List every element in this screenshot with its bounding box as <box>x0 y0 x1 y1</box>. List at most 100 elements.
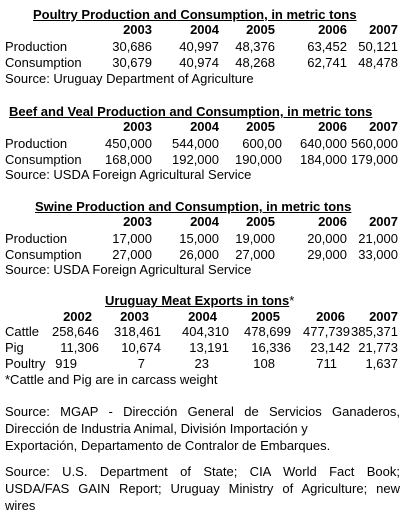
table-cell: 544,000 <box>172 136 219 151</box>
table-cell: 29,000 <box>307 247 347 262</box>
exports-title-text: Uruguay Meat Exports in tons <box>105 293 290 308</box>
table-cell: 17,000 <box>112 231 152 246</box>
table-cell: 26,000 <box>179 247 219 262</box>
year-header: 2004 <box>190 22 219 37</box>
row-label: Production <box>5 39 68 54</box>
beef-header-row: 2003 2004 2005 2006 2007 <box>0 120 405 134</box>
table-cell: 450,000 <box>105 136 152 151</box>
table-row: Pig 11,306 10,674 13,191 16,336 23,142 2… <box>0 341 405 355</box>
table-cell: 168,000 <box>105 152 152 167</box>
year-header: 2007 <box>369 22 398 37</box>
table-cell: 27,000 <box>112 247 152 262</box>
table-cell: 10,674 <box>121 340 161 355</box>
source-state-paragraph: Source: U.S. Department of State; CIA Wo… <box>5 463 400 514</box>
source-line: Source: U.S. Department of State; CIA Wo… <box>5 464 400 479</box>
row-label: Poultry <box>5 356 46 371</box>
source-line: USDA/FAS GAIN Report; Uruguay Ministry o… <box>5 481 400 496</box>
year-header: 2003 <box>123 119 152 134</box>
row-label: Cattle <box>5 324 39 339</box>
row-label: Consumption <box>5 152 82 167</box>
table-row: Consumption 27,000 26,000 27,000 29,000 … <box>0 248 405 262</box>
table-cell: 640,000 <box>300 136 347 151</box>
swine-header-row: 2003 2004 2005 2006 2007 <box>0 215 405 229</box>
table-cell: 477,739 <box>303 324 350 339</box>
table-cell: 179,000 <box>351 152 398 167</box>
table-cell: 48,376 <box>235 39 275 54</box>
year-header: 2004 <box>188 309 217 324</box>
year-header: 2006 <box>318 119 347 134</box>
table-row: Production 17,000 15,000 19,000 20,000 2… <box>0 232 405 246</box>
table-footnote: *Cattle and Pig are in carcass weight <box>5 372 218 387</box>
year-header: 2006 <box>316 309 345 324</box>
table-cell: 318,461 <box>114 324 161 339</box>
table-cell: 48,478 <box>358 55 398 70</box>
year-header: 2005 <box>246 119 275 134</box>
table-cell: 23,142 <box>310 340 350 355</box>
table-cell: 63,452 <box>307 39 347 54</box>
table-row: Consumption 168,000 192,000 190,000 184,… <box>0 153 405 167</box>
table-cell: 478,699 <box>244 324 291 339</box>
source-line: wires <box>5 498 36 513</box>
poultry-header-row: 2003 2004 2005 2006 2007 <box>0 23 405 37</box>
table-cell: 1,637 <box>365 356 398 371</box>
year-header: 2007 <box>369 119 398 134</box>
year-header: 2004 <box>190 119 219 134</box>
table-cell: 16,336 <box>251 340 291 355</box>
table-row: Consumption 30,679 40,974 48,268 62,741 … <box>0 56 405 70</box>
table-cell: 33,000 <box>358 247 398 262</box>
year-header: 2003 <box>123 214 152 229</box>
year-header: 2005 <box>246 214 275 229</box>
table-cell: 258,646 <box>52 324 99 339</box>
row-label: Production <box>5 231 68 246</box>
table-cell: 560,000 <box>351 136 398 151</box>
table-source: Source: Uruguay Department of Agricultur… <box>5 71 254 86</box>
table-row: Poultry 919 7 23 108 711 1,637 <box>0 357 405 371</box>
exports-table-title: Uruguay Meat Exports in tons* <box>105 294 294 308</box>
table-cell: 50,121 <box>358 39 398 54</box>
year-header: 2005 <box>246 22 275 37</box>
source-line: Dirección de Industria Animal, División … <box>5 421 308 436</box>
table-source: Source: USDA Foreign Agricultural Servic… <box>5 167 252 182</box>
table-cell: 600,00 <box>242 136 282 151</box>
table-row: Cattle 258,646 318,461 404,310 478,699 4… <box>0 325 405 339</box>
row-label: Pig <box>5 340 24 355</box>
table-cell: 7 <box>137 356 145 371</box>
table-cell: 192,000 <box>172 152 219 167</box>
swine-table-title: Swine Production and Consumption, in met… <box>35 199 352 214</box>
table-cell: 27,000 <box>235 247 275 262</box>
row-label: Production <box>5 136 68 151</box>
table-cell: 13,191 <box>189 340 229 355</box>
table-cell: 15,000 <box>179 231 219 246</box>
table-cell: 404,310 <box>182 324 229 339</box>
year-header: 2002 <box>63 309 92 324</box>
year-header: 2003 <box>120 309 149 324</box>
table-cell: 385,371 <box>351 324 398 339</box>
table-cell: 19,000 <box>235 231 275 246</box>
table-cell: 40,974 <box>179 55 219 70</box>
year-header: 2003 <box>123 22 152 37</box>
exports-title-mark: * <box>289 293 295 308</box>
source-line: Source: MGAP - Dirección General de Serv… <box>5 404 400 419</box>
table-cell: 48,268 <box>235 55 275 70</box>
table-cell: 190,000 <box>235 152 282 167</box>
table-cell: 30,686 <box>112 39 152 54</box>
source-mgap-paragraph: Source: MGAP - Dirección General de Serv… <box>5 403 400 454</box>
table-source: Source: USDA Foreign Agricultural Servic… <box>5 262 252 277</box>
year-header: 2006 <box>318 214 347 229</box>
year-header: 2004 <box>190 214 219 229</box>
table-cell: 711 <box>316 356 337 371</box>
table-cell: 21,000 <box>358 231 398 246</box>
source-line: Exportación, Departamento de Contralor d… <box>5 438 331 453</box>
table-cell: 21,773 <box>358 340 398 355</box>
table-cell: 30,679 <box>112 55 152 70</box>
exports-header-row: 2002 2003 2004 2005 2006 2007 <box>0 310 405 324</box>
table-cell: 108 <box>253 356 275 371</box>
table-cell: 62,741 <box>307 55 347 70</box>
year-header: 2007 <box>369 214 398 229</box>
poultry-table-title: Poultry Production and Consumption, in m… <box>33 7 357 22</box>
table-cell: 23 <box>194 356 209 371</box>
table-cell: 184,000 <box>300 152 347 167</box>
year-header: 2006 <box>318 22 347 37</box>
row-label: Consumption <box>5 55 82 70</box>
table-row: Production 30,686 40,997 48,376 63,452 5… <box>0 40 405 54</box>
